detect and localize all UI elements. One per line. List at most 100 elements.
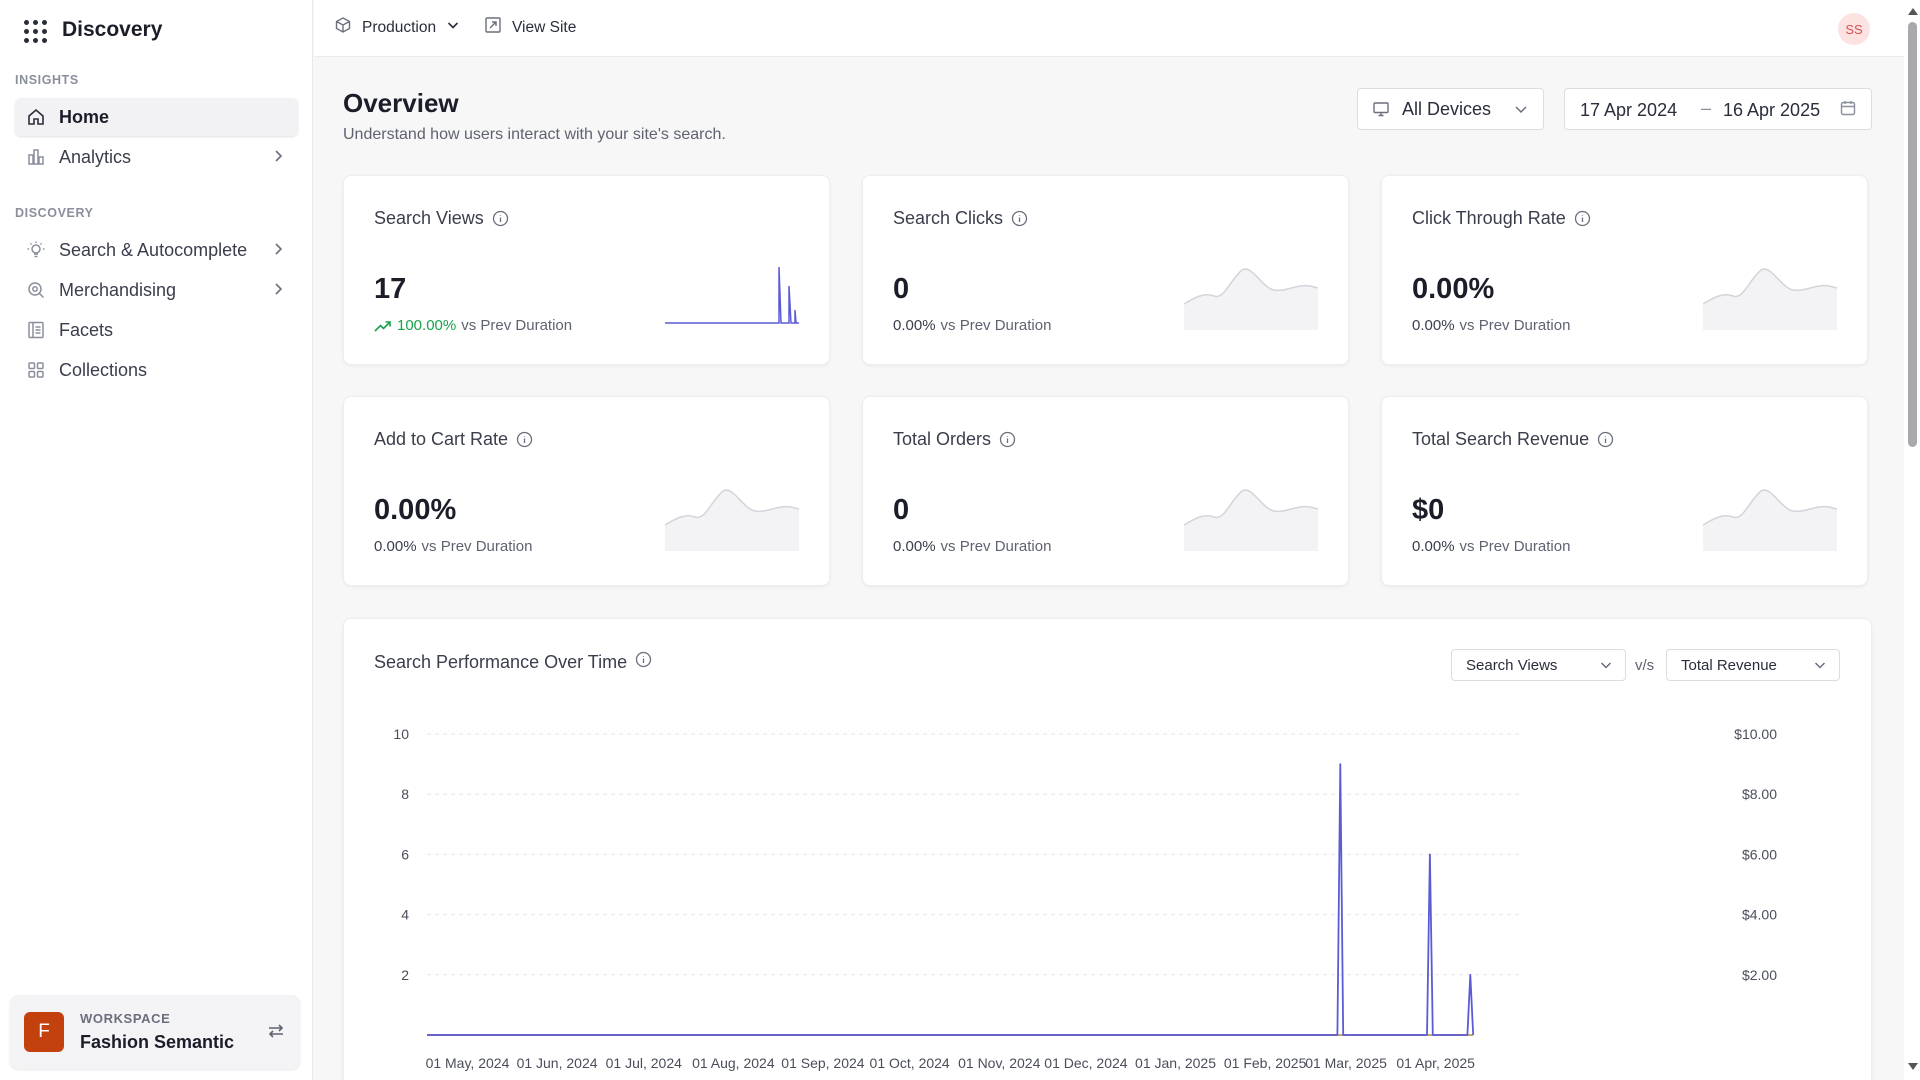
sparkline-line — [1184, 489, 1318, 526]
environment-selector[interactable]: Production — [334, 16, 460, 39]
sparkline-line — [1703, 268, 1837, 305]
workspace-label: WORKSPACE — [80, 1011, 171, 1026]
performance-title-text: Search Performance Over Time — [374, 651, 628, 672]
sparkline-line — [1184, 268, 1318, 305]
sidebar-item-label: Home — [59, 106, 110, 127]
x-tick-label: 01 Dec, 2024 — [1044, 1055, 1127, 1071]
x-tick-label: 01 Oct, 2024 — [870, 1055, 950, 1071]
metric-title-text: Search Clicks — [893, 208, 1004, 228]
x-tick-label: 01 Feb, 2025 — [1224, 1055, 1307, 1071]
x-tick-label: 01 Mar, 2025 — [1305, 1055, 1387, 1071]
metric-value: 0 — [893, 273, 910, 305]
cube-icon — [334, 16, 352, 39]
calendar-icon[interactable] — [1839, 99, 1857, 122]
x-tick-label: 01 Nov, 2024 — [958, 1055, 1040, 1071]
scrollbar[interactable] — [1904, 0, 1920, 1080]
metric-card: Search Clicks 0 0.00% vs Prev Duration — [862, 175, 1349, 365]
view-site-link[interactable]: View Site — [484, 16, 576, 39]
app-title: Discovery — [62, 18, 163, 41]
scroll-up-arrow[interactable] — [1908, 8, 1918, 15]
metric-title: Total Search Revenue — [1412, 429, 1614, 450]
metric-card: Click Through Rate 0.00% 0.00% vs Prev Dura… — [1381, 175, 1868, 365]
chevron-down-icon — [1599, 658, 1613, 676]
lightbulb-icon — [25, 239, 47, 261]
view-site-label: View Site — [512, 18, 577, 36]
x-tick-label: 01 Jun, 2024 — [517, 1055, 598, 1071]
metric-title-text: Click Through Rate — [1412, 208, 1566, 228]
workspace-name: Fashion Semantic — [80, 1032, 235, 1052]
left-metric-select[interactable]: Search Views — [1451, 649, 1626, 681]
x-tick-label: 01 Jan, 2025 — [1135, 1055, 1216, 1071]
metric-value: 0 — [893, 494, 910, 526]
app-grid-icon[interactable] — [22, 18, 47, 43]
device-filter-value: All Devices — [1402, 98, 1492, 119]
date-separator: – — [1701, 98, 1712, 118]
switch-arrows-icon[interactable] — [266, 1021, 286, 1046]
monitor-icon — [1372, 100, 1390, 118]
sidebar-item-label: Search & Autocomplete — [59, 239, 248, 260]
y-right-tick-label: $4.00 — [1742, 907, 1777, 923]
page-title: Overview — [343, 88, 459, 118]
metric-title-text: Add to Cart Rate — [374, 429, 509, 449]
info-icon[interactable] — [635, 651, 652, 673]
metric-title: Click Through Rate — [1412, 208, 1591, 229]
chevron-down-icon — [1513, 101, 1529, 122]
y-left-tick-label: 4 — [401, 907, 409, 923]
x-tick-label: 01 Jul, 2024 — [606, 1055, 682, 1071]
delta-label: vs Prev Duration — [1459, 317, 1571, 334]
sparkline — [1184, 268, 1318, 330]
metric-delta: 100.00% vs Prev Duration — [374, 317, 572, 334]
y-right-tick-label: $6.00 — [1742, 846, 1777, 862]
sparkline-area — [665, 490, 799, 551]
section-label-discovery: DISCOVERY — [15, 206, 94, 220]
sparkline — [1703, 489, 1837, 551]
date-start[interactable]: 17 Apr 2024 — [1580, 100, 1678, 120]
info-icon[interactable] — [1011, 210, 1028, 227]
workspace-switcher[interactable]: F WORKSPACE Fashion Semantic — [10, 995, 300, 1069]
info-icon[interactable] — [999, 431, 1016, 448]
sparkline-line — [1703, 489, 1837, 526]
y-left-tick-label: 8 — [401, 786, 409, 802]
search-performance-panel: Search Performance Over Time Search View… — [343, 618, 1872, 1080]
page-subtitle: Understand how users interact with your … — [343, 126, 726, 143]
metric-title-text: Search Views — [374, 208, 484, 228]
versus-label: v/s — [1635, 657, 1655, 674]
sidebar-item-merchandising[interactable]: Merchandising — [15, 271, 298, 309]
info-icon[interactable] — [516, 431, 533, 448]
delta-percent: 0.00% — [374, 538, 417, 555]
sparkline-area — [1184, 490, 1318, 551]
date-end[interactable]: 16 Apr 2025 — [1723, 100, 1821, 120]
y-left-tick-label: 6 — [401, 846, 409, 862]
y-right-tick-label: $2.00 — [1742, 967, 1777, 983]
metric-value: 17 — [374, 273, 407, 305]
y-right-tick-label: $8.00 — [1742, 786, 1777, 802]
delta-percent: 0.00% — [1412, 317, 1455, 334]
right-metric-select[interactable]: Total Revenue — [1666, 649, 1840, 681]
sidebar-item-analytics[interactable]: Analytics — [15, 138, 298, 176]
section-label-insights: INSIGHTS — [15, 73, 79, 87]
sidebar-item-home[interactable]: Home — [15, 98, 298, 136]
sidebar-item-search-autocomplete[interactable]: Search & Autocomplete — [15, 231, 298, 269]
scrollbar-thumb[interactable] — [1908, 22, 1917, 447]
environment-label: Production — [362, 18, 437, 36]
metric-title: Search Clicks — [893, 208, 1028, 229]
user-avatar[interactable]: SS — [1838, 13, 1870, 45]
metric-card: Total Orders 0 0.00% vs Prev Duration — [862, 396, 1349, 586]
sidebar-item-label: Collections — [59, 359, 148, 380]
bar-chart-icon — [25, 146, 47, 168]
date-range-picker[interactable]: 17 Apr 2024 – 16 Apr 2025 — [1564, 88, 1872, 130]
chevron-right-icon — [270, 241, 286, 262]
series-line-search-views — [427, 763, 1475, 1036]
device-filter[interactable]: All Devices — [1357, 88, 1544, 130]
scroll-down-arrow[interactable] — [1908, 1063, 1918, 1070]
sparkline-area — [1703, 269, 1837, 330]
info-icon[interactable] — [1574, 210, 1591, 227]
sidebar-item-collections[interactable]: Collections — [15, 351, 298, 389]
sidebar-item-facets[interactable]: Facets — [15, 311, 298, 349]
metric-card: Total Search Revenue $0 0.00% vs Prev Durat… — [1381, 396, 1868, 586]
metric-card: Add to Cart Rate 0.00% 0.00% vs Prev Durati… — [343, 396, 830, 586]
info-icon[interactable] — [492, 210, 509, 227]
y-right-tick-label: $10.00 — [1734, 726, 1777, 742]
x-tick-label: 01 Aug, 2024 — [692, 1055, 775, 1071]
info-icon[interactable] — [1597, 431, 1614, 448]
